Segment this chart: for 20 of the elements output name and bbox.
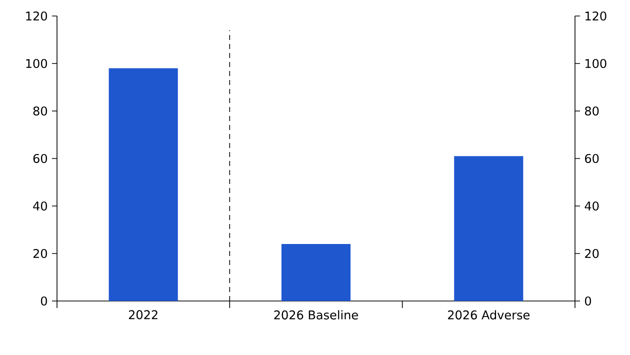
y2-tick-label: 60	[585, 154, 599, 164]
y-tick-label: 0	[40, 296, 48, 306]
bar	[108, 68, 178, 301]
y-tick-label: 40	[33, 201, 48, 211]
y2-tick-label: 100	[586, 58, 606, 68]
y2-tick-label: 20	[585, 248, 599, 258]
y2-tick-label: 80	[585, 106, 599, 116]
x-tick-label: 2026 Baseline	[274, 310, 358, 320]
y-tick-label: 100	[26, 58, 48, 68]
bar	[454, 156, 524, 301]
x-tick-label: 2026 Adverse	[448, 310, 530, 320]
y-tick-label: 120	[26, 11, 48, 21]
y2-tick-label: 120	[586, 11, 606, 21]
x-tick-label: 2022	[128, 310, 158, 320]
y2-tick-label: 0	[584, 296, 592, 306]
y2-tick-label: 40	[584, 201, 599, 211]
y-tick-label: 80	[33, 106, 48, 116]
y-tick-label: 20	[33, 248, 48, 258]
y-tick-label: 60	[33, 154, 48, 164]
bar	[281, 244, 351, 301]
